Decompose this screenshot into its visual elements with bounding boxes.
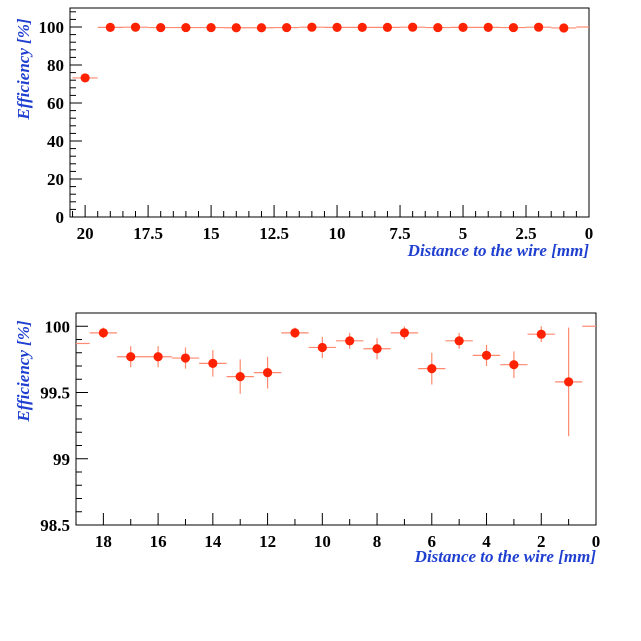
bot-data-point bbox=[235, 372, 245, 382]
top-x-tick-label: 20 bbox=[77, 224, 94, 243]
top-data-point bbox=[282, 22, 292, 33]
top-data-point bbox=[559, 23, 569, 33]
top-y-tick-label: 0 bbox=[56, 208, 65, 227]
bot-data-point bbox=[153, 352, 163, 362]
top-x-tick-label: 5 bbox=[459, 224, 468, 243]
top-x-tick-label: 17.5 bbox=[133, 224, 163, 243]
top-x-tick-label: 7.5 bbox=[389, 224, 410, 243]
top-markers bbox=[80, 22, 569, 83]
bot-data-point bbox=[208, 358, 218, 368]
top-y-axis-title: Efficiency [%] bbox=[14, 18, 33, 121]
top-x-ticks: 20 17.5 15 12.5 10 7.5 5 2.5 0 bbox=[72, 205, 594, 243]
top-data-point bbox=[534, 22, 544, 32]
bot-data-point bbox=[481, 350, 492, 360]
bot-x-tick-label: 16 bbox=[150, 532, 167, 551]
bot-data-point bbox=[454, 336, 464, 346]
top-data-point bbox=[105, 22, 115, 32]
bot-y-tick-label: 99.5 bbox=[40, 384, 70, 403]
top-data-point bbox=[231, 23, 241, 33]
top-data-point bbox=[508, 22, 519, 33]
top-chart: 20 17.5 15 12.5 10 7.5 5 2.5 0 0 20 40 60 80 100 Dist… bbox=[14, 7, 594, 260]
bot-x-tick-label: 12 bbox=[259, 532, 276, 551]
top-x-tick-label: 2.5 bbox=[515, 224, 536, 243]
top-data-point bbox=[382, 22, 393, 32]
top-y-tick-label: 80 bbox=[47, 56, 64, 75]
top-x-tick-label: 12.5 bbox=[259, 224, 289, 243]
bottom-x-ticks: 18 16 14 12 10 8 6 4 2 0 bbox=[75, 513, 601, 551]
bottom-y-ticks: 98.5 99 99.5 100 bbox=[40, 317, 88, 535]
top-data-point bbox=[206, 22, 216, 33]
top-data-point bbox=[80, 73, 90, 83]
bot-data-point bbox=[564, 377, 574, 387]
bot-data-point bbox=[98, 328, 108, 338]
bot-data-point bbox=[290, 328, 300, 338]
bot-x-tick-label: 6 bbox=[428, 532, 437, 551]
bot-data-point bbox=[427, 364, 437, 374]
top-data-point bbox=[130, 22, 141, 32]
bot-data-point bbox=[536, 329, 546, 339]
top-x-tick-label: 10 bbox=[329, 224, 346, 243]
top-data-point bbox=[483, 22, 493, 32]
top-y-ticks: 0 20 40 60 80 100 bbox=[39, 11, 82, 227]
top-chart-frame bbox=[69, 7, 590, 218]
top-data-point bbox=[433, 22, 443, 33]
top-data-point bbox=[408, 22, 418, 32]
top-data-point bbox=[357, 22, 367, 32]
bottom-chart-frame bbox=[75, 312, 597, 526]
bot-data-point bbox=[372, 344, 382, 354]
bottom-error-bars bbox=[76, 325, 596, 437]
top-data-point bbox=[458, 22, 468, 32]
bot-data-point bbox=[262, 368, 273, 378]
bot-data-point bbox=[126, 352, 136, 362]
bot-y-tick-label: 100 bbox=[45, 317, 71, 336]
top-y-tick-label: 60 bbox=[47, 94, 64, 113]
bot-data-point bbox=[509, 360, 519, 370]
bot-x-tick-label: 2 bbox=[537, 532, 546, 551]
bot-x-tick-label: 10 bbox=[314, 532, 331, 551]
bot-data-point bbox=[399, 328, 410, 338]
top-error-bars bbox=[72, 26, 589, 81]
top-x-tick-label: 0 bbox=[585, 224, 594, 243]
bottom-chart: 18 16 14 12 10 8 6 4 2 0 98.5 99 99.5 100 Distance t… bbox=[14, 312, 601, 566]
top-x-axis-title: Distance to the wire [mm] bbox=[407, 241, 590, 260]
top-y-tick-label: 20 bbox=[47, 170, 64, 189]
bot-x-tick-label: 4 bbox=[482, 532, 491, 551]
bot-x-tick-label: 18 bbox=[95, 532, 112, 551]
top-x-tick-label: 15 bbox=[203, 224, 220, 243]
bot-y-tick-label: 99 bbox=[53, 450, 70, 469]
bot-x-tick-label: 14 bbox=[204, 532, 222, 551]
bot-data-point bbox=[180, 353, 191, 363]
bot-data-point bbox=[317, 342, 327, 353]
top-data-point bbox=[181, 22, 191, 33]
top-data-point bbox=[256, 23, 267, 33]
top-data-point bbox=[332, 22, 342, 32]
bottom-x-axis-title: Distance to the wire [mm] bbox=[414, 547, 597, 566]
top-y-tick-label: 100 bbox=[39, 18, 65, 37]
top-data-point bbox=[156, 22, 166, 33]
bot-x-tick-label: 8 bbox=[373, 532, 382, 551]
bottom-y-axis-title: Efficiency [%] bbox=[14, 320, 33, 423]
bottom-markers bbox=[98, 328, 574, 387]
top-y-tick-label: 40 bbox=[47, 132, 64, 151]
bot-y-tick-label: 98.5 bbox=[40, 516, 70, 535]
top-data-point bbox=[307, 22, 317, 32]
bot-data-point bbox=[345, 336, 355, 346]
bot-x-tick-label: 0 bbox=[592, 532, 601, 551]
